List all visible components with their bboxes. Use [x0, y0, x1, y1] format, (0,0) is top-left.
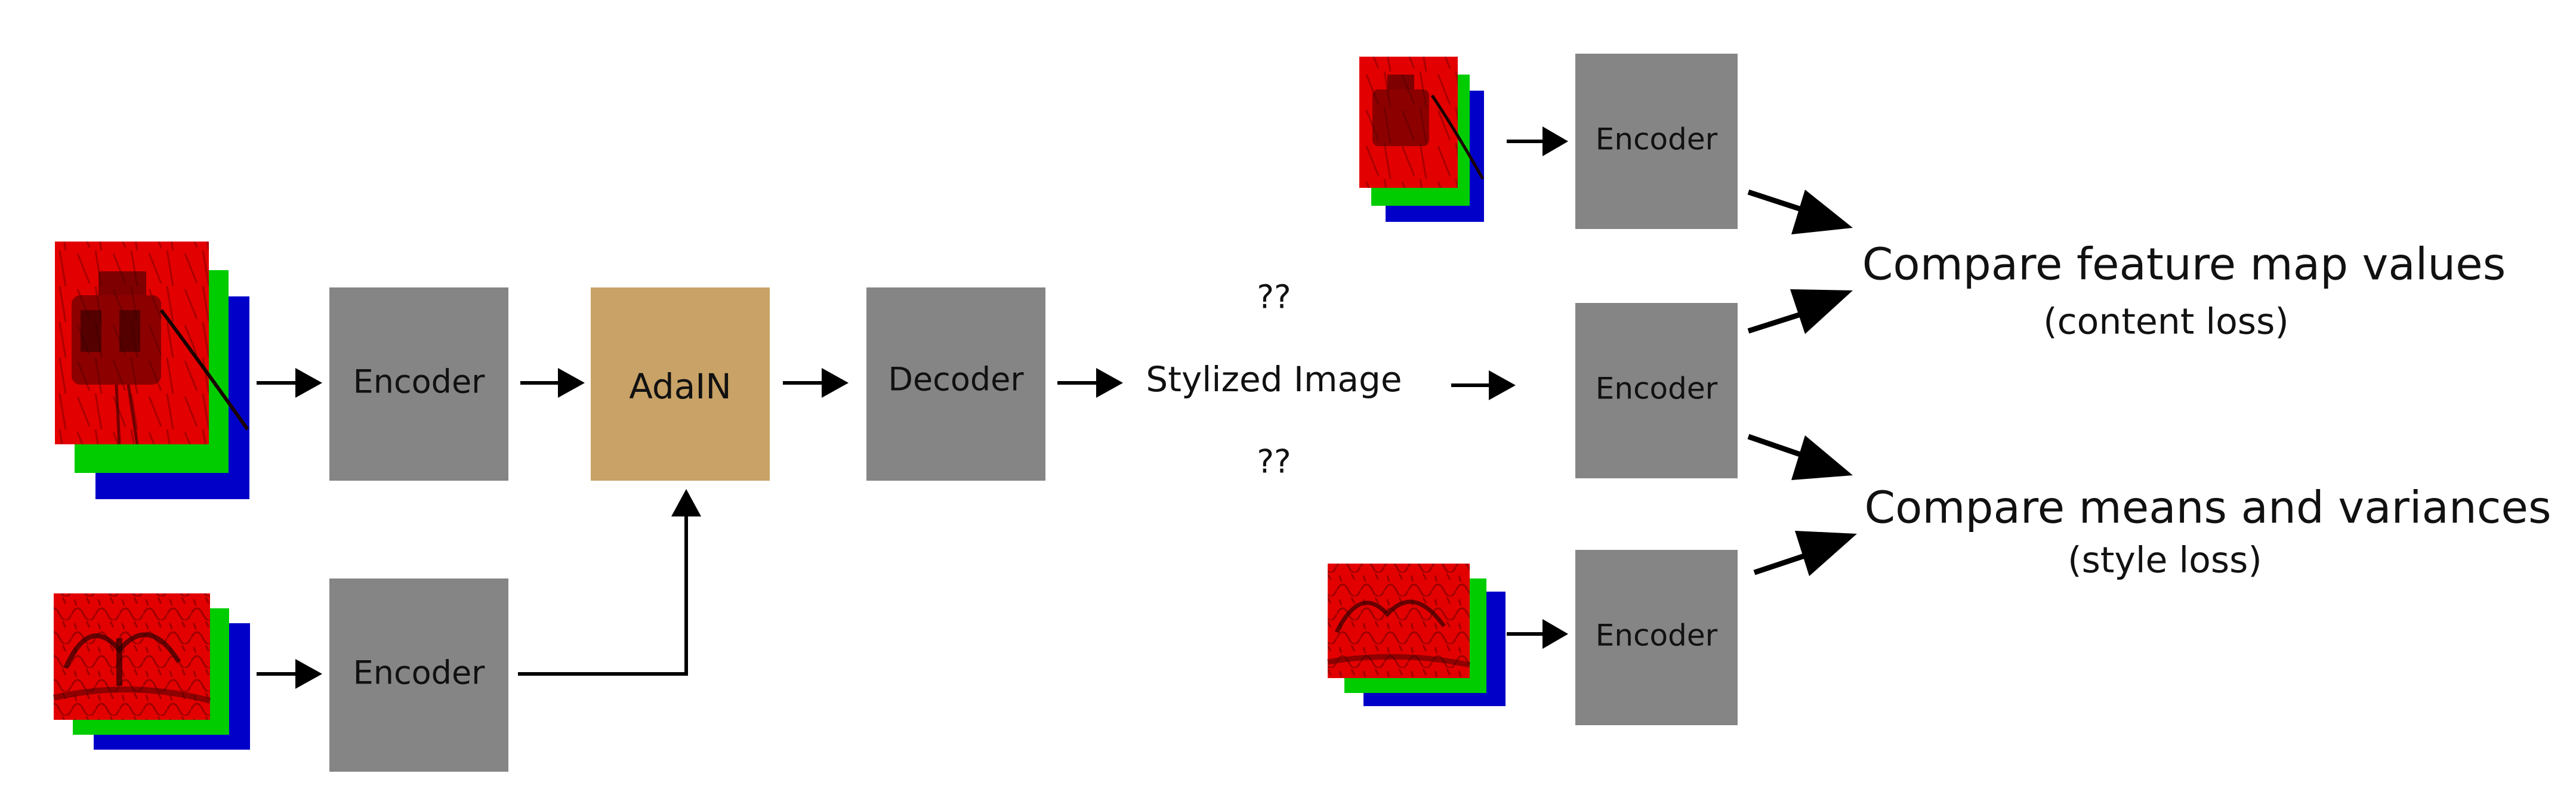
decoder-label: Decoder: [888, 361, 1024, 398]
style-image-subject: [53, 632, 211, 704]
adain-label: AdaIN: [629, 366, 732, 407]
arrow-stylized-to-encoder: [1451, 370, 1516, 400]
style-ref-encoder-block: Encoder: [1575, 550, 1738, 725]
arrow-style-ref-to-encoder: [1507, 619, 1568, 649]
arrow-content-ref-to-content-loss: [1747, 189, 1853, 234]
stylized-encoder-block: Encoder: [1575, 303, 1738, 478]
arrow-stylized-to-style-loss: [1747, 434, 1853, 480]
unknown-bottom-marker: ??: [1257, 443, 1291, 481]
arrow-style-encoder-to-adain: [518, 489, 701, 676]
content-ref-encoder-block: Encoder: [1575, 54, 1738, 229]
arrow-decoder-to-stylized: [1057, 368, 1123, 398]
style-image-texture: [54, 593, 210, 720]
arrows: [257, 126, 1857, 689]
decoder-block: Decoder: [866, 287, 1045, 481]
arrow-stylized-to-content-loss: [1747, 289, 1853, 334]
content-ref-subject: [1372, 75, 1485, 180]
style-image-stack: [53, 593, 250, 750]
content-ref-encoder-label: Encoder: [1596, 122, 1718, 157]
unknown-top-marker: ??: [1257, 279, 1291, 316]
content-image-stack: [55, 242, 249, 499]
arrow-content-to-encoder: [257, 368, 322, 398]
stylized-image-label: Stylized Image: [1146, 359, 1402, 400]
style-loss-subtitle: (style loss): [2068, 540, 2262, 581]
content-ref-image-stack: [1359, 57, 1485, 222]
content-image-subject: [72, 271, 249, 445]
arrow-content-ref-to-encoder: [1507, 126, 1568, 156]
arrow-encoder-to-adain: [520, 368, 585, 398]
style-ref-image-stack: [1327, 564, 1506, 706]
style-ref-encoder-label: Encoder: [1596, 618, 1718, 653]
content-encoder-block: Encoder: [329, 287, 508, 481]
style-encoder-block: Encoder: [329, 578, 508, 772]
arrow-style-ref-to-style-loss: [1753, 531, 1857, 576]
content-encoder-label: Encoder: [353, 363, 486, 401]
content-loss-subtitle: (content loss): [2043, 301, 2289, 343]
content-loss-title: Compare feature map values: [1862, 239, 2506, 290]
stylized-encoder-label: Encoder: [1596, 372, 1718, 406]
arrow-style-to-encoder: [257, 659, 322, 689]
style-encoder-label: Encoder: [353, 654, 486, 692]
style-ref-subject: [1327, 599, 1470, 668]
style-loss-title: Compare means and variances: [1864, 482, 2551, 534]
adain-block: AdaIN: [591, 287, 770, 481]
arrow-adain-to-decoder: [783, 368, 849, 398]
